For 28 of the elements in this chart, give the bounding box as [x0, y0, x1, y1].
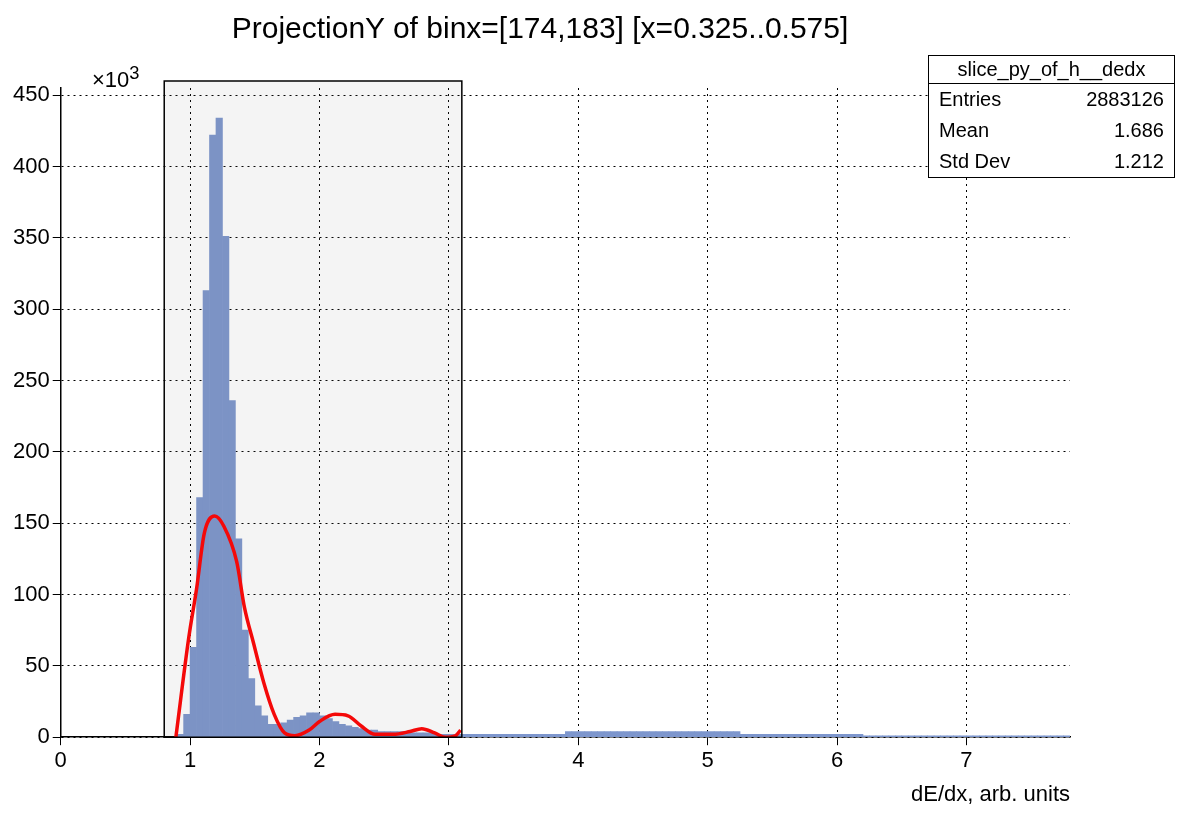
y-tick-label: 100: [12, 580, 50, 606]
x-tick-label: 3: [442, 747, 456, 773]
y-tick-label: 400: [12, 152, 50, 178]
x-tick-label: 1: [183, 747, 197, 773]
y-tick-label: 250: [12, 366, 50, 392]
y-tick-label: 0: [37, 723, 50, 749]
annotation: Mean: [939, 119, 990, 142]
x-tick-label: 7: [960, 747, 973, 773]
y-tick-label: 200: [12, 437, 50, 463]
x-tick-label: 0: [54, 747, 67, 773]
text: 1.686: [1113, 119, 1164, 142]
text: 2883126: [1086, 88, 1164, 111]
x-tick-label: 4: [572, 747, 585, 773]
y-axis-title: ×10$^{3}$: [92, 62, 140, 94]
x-tick-label: 5: [701, 747, 714, 773]
x-tick-label: 6: [830, 747, 844, 773]
x-tick-label: 2: [313, 747, 326, 773]
annotation: Std Dev: [939, 150, 1011, 173]
y-tick-label: 350: [12, 223, 50, 249]
annotation: Entries: [939, 88, 1002, 111]
y-tick-label: 450: [12, 81, 50, 107]
text: slice_py_of_h__dedx: [929, 56, 1174, 84]
chart-title: ProjectionY of binx=[174,183] [x=0.325..0.575]: [231, 11, 849, 45]
text: 1.212: [1113, 150, 1164, 173]
y-tick-label: 50: [25, 651, 50, 677]
y-tick-label: 300: [12, 295, 50, 321]
y-tick-label: 150: [12, 509, 50, 535]
x-axis-title: dE/dx, arb. units: [911, 780, 1070, 806]
